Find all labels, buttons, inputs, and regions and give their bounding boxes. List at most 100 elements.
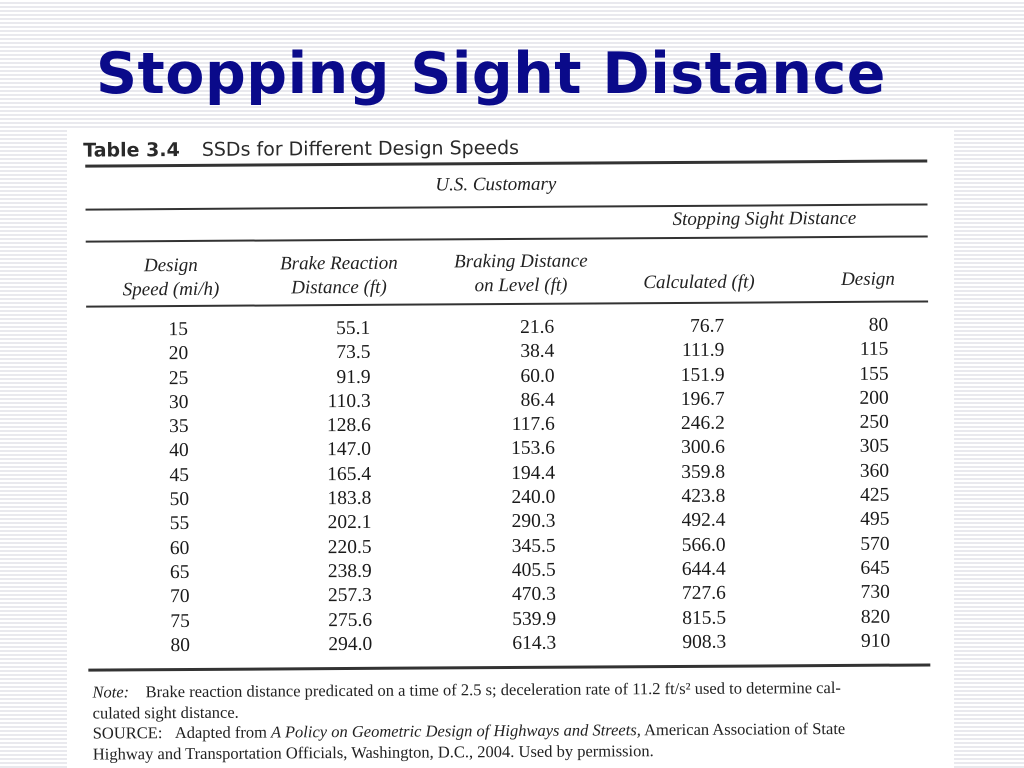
table-cell: 21.6 <box>520 316 555 338</box>
table-cell: 128.6 <box>326 415 371 437</box>
table-cell: 30 <box>168 391 189 413</box>
column-header-line: Braking Distance <box>454 250 588 273</box>
table-cell: 294.0 <box>328 633 373 655</box>
table-cell: 246.2 <box>680 412 725 435</box>
table-cell: 492.4 <box>681 510 726 532</box>
table-cell: 257.3 <box>327 585 372 607</box>
column-header-design-speed: Design Speed (mi/h) <box>106 254 236 303</box>
table-cell: 423.8 <box>681 485 726 508</box>
table-cell: 910 <box>860 630 891 652</box>
table-cell: 183.8 <box>327 487 372 510</box>
column-header-calculated: Calculated (ft) <box>643 271 755 294</box>
table-cell: 194.4 <box>511 462 556 484</box>
table-cell: 153.6 <box>511 438 556 460</box>
source-post: American Association of State <box>644 718 846 740</box>
source-pre: Adapted from <box>174 722 267 743</box>
table-cell: 60 <box>169 537 190 559</box>
table-cell: 110.3 <box>327 390 371 413</box>
table-cell: 238.9 <box>327 560 372 583</box>
table-cell: 345.5 <box>511 535 556 557</box>
table-cell: 425 <box>859 484 890 506</box>
table-cell: 196.7 <box>680 388 725 410</box>
note-label: Note: <box>92 682 130 702</box>
source-label: SOURCE: <box>92 723 163 743</box>
column-header-line: on Level (ft) <box>474 274 568 297</box>
table-caption-text: SSDs for Different Design Speeds <box>201 136 520 161</box>
table-number: Table 3.4 <box>83 139 180 162</box>
table-cell: 240.0 <box>511 486 556 509</box>
table-cell: 359.8 <box>681 461 726 483</box>
subgroup-header-ssd: Stopping Sight Distance <box>672 207 857 231</box>
table-cell: 570 <box>860 533 890 555</box>
note-text: Brake reaction distance predicated on a … <box>145 677 841 702</box>
table-cell: 20 <box>168 343 189 365</box>
table-cell: 40 <box>169 440 189 462</box>
bottom-rule <box>88 663 931 672</box>
table-caption: Table 3.4 SSDs for Different Design Speed… <box>83 137 519 162</box>
subgroup-rule <box>85 235 928 243</box>
table-cell: 117.6 <box>511 413 555 436</box>
table-cell: 60.0 <box>520 365 555 387</box>
table-cell: 470.3 <box>511 583 556 606</box>
column-header-braking-distance: Braking Distance on Level (ft) <box>438 249 604 298</box>
table-cell: 75 <box>170 610 190 632</box>
column-design: 80 115 155 200 250 305 360 425 495 570 645 730 820 91… <box>846 314 890 654</box>
column-brake-reaction: 55.1 73.5 91.9 110.3 128.6 147.0 165.4 183.8 202… <box>310 317 372 658</box>
column-design-speed: 15 20 25 30 35 40 45 50 55 60 65 70 75 80 <box>160 318 198 658</box>
column-header-line: Brake Reaction <box>279 252 398 275</box>
table-cell: 25 <box>168 367 189 389</box>
table-cell: 55 <box>169 513 190 535</box>
table-page: Table 3.4 SSDs for Different Design Speed… <box>67 130 954 768</box>
table-cell: 908.3 <box>682 631 727 653</box>
table-cell: 165.4 <box>327 463 372 485</box>
table-cell: 820 <box>860 606 891 628</box>
table-cell: 644.4 <box>681 558 726 580</box>
scanned-table-image: Table 3.4 SSDs for Different Design Speed… <box>67 130 954 768</box>
column-header-line: Distance (ft) <box>291 276 387 299</box>
column-header-design: Design <box>840 268 895 290</box>
table-cell: 290.3 <box>511 511 556 533</box>
table-cell: 86.4 <box>520 389 555 411</box>
table-cell: 614.3 <box>512 632 557 654</box>
table-cell: 300.6 <box>681 437 726 459</box>
table-cell: 15 <box>168 318 189 341</box>
table-cell: 405.5 <box>511 559 556 581</box>
column-calculated: 76.7 111.9 151.9 196.7 246.2 300.6 359.8 423.8 4… <box>664 315 727 656</box>
table-cell: 115 <box>859 338 889 361</box>
table-cell: 645 <box>860 557 890 579</box>
column-header-line: Speed (mi/h) <box>122 278 220 301</box>
table-cell: 275.6 <box>328 609 373 631</box>
table-cell: 147.0 <box>327 439 372 461</box>
table-cell: 50 <box>169 489 190 511</box>
table-cell: 539.9 <box>512 608 557 630</box>
column-header-line: Design <box>143 254 198 277</box>
table-cell: 305 <box>859 436 890 458</box>
table-cell: 91.9 <box>336 366 371 388</box>
table-cell: 35 <box>169 416 189 438</box>
table-cell: 38.4 <box>520 341 555 363</box>
table-cell: 360 <box>859 460 890 482</box>
table-cell: 55.1 <box>336 317 371 340</box>
group-header-us-customary: U.S. Customary <box>435 173 557 196</box>
table-cell: 202.1 <box>327 512 372 534</box>
table-cell: 65 <box>169 561 190 584</box>
table-cell: 80 <box>868 314 889 336</box>
table-cell: 727.6 <box>681 582 726 605</box>
table-cell: 45 <box>169 464 189 486</box>
table-cell: 76.7 <box>690 315 725 337</box>
table-cell: 220.5 <box>327 536 372 558</box>
table-cell: 250 <box>859 411 889 434</box>
table-cell: 730 <box>860 581 890 604</box>
table-cell: 815.5 <box>682 607 727 629</box>
table-cell: 155 <box>859 363 889 385</box>
table-cell: 70 <box>170 586 190 608</box>
table-note: Note: Brake reaction distance predicated… <box>92 677 942 764</box>
table-cell: 111.9 <box>681 339 725 362</box>
table-cell: 566.0 <box>681 534 726 556</box>
table-cell: 200 <box>859 387 889 409</box>
table-cell: 151.9 <box>680 364 725 386</box>
column-header-brake-reaction: Brake Reaction Distance (ft) <box>264 252 414 301</box>
source-title: A Policy on Geometric Design of Highways… <box>270 720 641 742</box>
table-cell: 495 <box>860 509 890 531</box>
table-cell: 73.5 <box>336 342 371 364</box>
